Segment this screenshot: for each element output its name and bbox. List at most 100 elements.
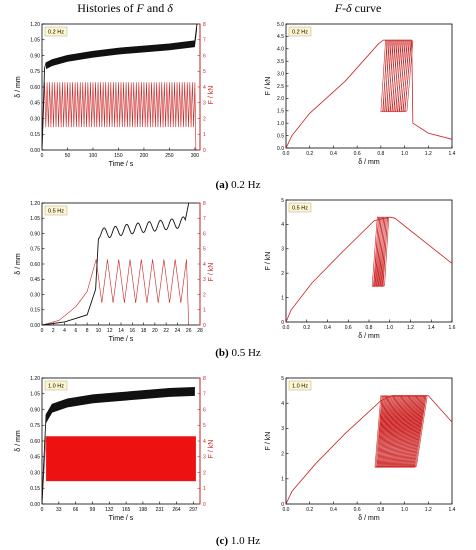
y-tick-label: 0.30 [30, 292, 40, 298]
x-tick-label: 0.0 [283, 507, 290, 513]
frequency-tag-box [288, 380, 312, 391]
x-tick-label: 1.2 [425, 507, 432, 513]
plot-frame [41, 202, 201, 326]
force-displacement-envelope [285, 39, 453, 149]
x-tick-label: 28 [197, 328, 203, 334]
displacement-series [41, 202, 190, 326]
x-tick-label: 198 [139, 507, 148, 513]
y-tick-label: 0.0 [277, 146, 284, 152]
x-tick-label: 99 [90, 507, 96, 513]
x-tick-label: 1.4 [449, 151, 456, 157]
caption-b: (b) 0.5 Hz [215, 347, 261, 359]
y-tick-label: 5 [281, 376, 284, 382]
y-tick-label: 0.15 [30, 132, 40, 138]
x-tick-label: 0.2 [306, 507, 313, 513]
y-right-tick-label: 7 [203, 38, 206, 44]
x-axis-label: δ / mm [358, 333, 380, 340]
x-tick-label: 231 [156, 507, 165, 513]
y-tick-label: 0.90 [30, 231, 40, 237]
y-right-tick-label: 1 [203, 132, 206, 138]
hysteresis-loop [393, 39, 402, 113]
y-tick-label: 4 [281, 401, 284, 407]
y-right-tick-label: 2 [203, 292, 206, 298]
x-tick-label: 0.4 [330, 151, 337, 157]
y-tick-label: 4.5 [277, 34, 284, 40]
x-tick-label: 50 [65, 153, 71, 159]
frequency-tag: 1.0 Hz [44, 380, 68, 391]
x-tick-label: 132 [105, 507, 114, 513]
y-right-axis-label: F / kN [208, 86, 215, 105]
x-tick-label: 0 [41, 507, 44, 513]
right-column-header: F-δ curve [334, 1, 382, 15]
frequency-tag-label: 0.5 Hz [48, 209, 64, 215]
x-tick-label: 300 [191, 153, 200, 159]
x-tick-label: 0.2 [306, 151, 313, 157]
y-tick-label: 1.05 [30, 392, 40, 398]
x-axis-label: δ / mm [358, 159, 380, 166]
y-tick-label: 1 [281, 477, 284, 483]
force-displacement-envelope [285, 395, 453, 505]
y-tick-label: 0.5 [277, 133, 284, 139]
y-right-tick-label: 2 [203, 116, 206, 122]
displacement-band [46, 24, 197, 70]
x-tick-label: 8 [86, 328, 89, 334]
y-tick-label: 4.0 [277, 47, 284, 53]
y-right-tick-label: 1 [203, 308, 206, 314]
x-tick-label: 1.4 [449, 507, 456, 513]
hysteresis-loop [400, 39, 410, 113]
y-right-tick-label: 5 [203, 423, 206, 429]
hysteresis-loop [387, 39, 396, 113]
y-tick-label: 4 [281, 222, 284, 228]
panel-fd-1.0Hz: 0.0 0.2 0.4 0.6 0.8 1.0 1.2 1.4 0 1 2 3 4 5 F / kN δ / … [265, 376, 456, 522]
caption-c: (c) 1.0 Hz [215, 535, 261, 547]
y-right-tick-label: 3 [203, 455, 206, 461]
displacement-band [46, 387, 195, 424]
x-axis-label: Time / s [109, 161, 134, 168]
x-tick-label: 0.8 [377, 151, 384, 157]
y-tick-label: 5 [281, 198, 284, 204]
y-axis-label: F / kN [265, 77, 272, 96]
x-tick-label: 0.0 [283, 151, 290, 157]
x-tick-label: 297 [189, 507, 198, 513]
frequency-tag-box [288, 26, 312, 37]
y-right-axis-label: F / kN [208, 440, 215, 459]
panel-fd-0.5Hz: 0.0 0.2 0.4 0.6 0.8 1.0 1.2 1.4 1.6 0 1 2 3 4 5 F / kN δ… [265, 198, 456, 340]
x-tick-label: 0.6 [345, 325, 352, 331]
y-tick-label: 0 [281, 320, 284, 326]
x-axis-label: δ / mm [358, 515, 380, 522]
x-tick-label: 0.8 [366, 325, 373, 331]
x-tick-label: 1.6 [449, 325, 456, 331]
y-tick-label: 2.0 [277, 96, 284, 102]
x-tick-label: 1.4 [428, 325, 435, 331]
y-tick-label: 0.90 [30, 407, 40, 413]
y-tick-label: 1.05 [30, 216, 40, 222]
x-tick-label: 150 [114, 153, 123, 159]
x-tick-label: 10 [96, 328, 102, 334]
hysteresis-loop [384, 39, 392, 113]
frequency-tag: 0.5 Hz [44, 205, 68, 216]
frequency-tag-label: 1.0 Hz [292, 384, 308, 390]
y-right-tick-label: 4 [203, 262, 206, 268]
x-tick-label: 4 [63, 328, 66, 334]
frequency-tag-label: 0.5 Hz [292, 206, 308, 212]
x-axis-label: Time / s [109, 336, 134, 343]
y-tick-label: 0 [281, 502, 284, 508]
y-right-tick-label: 7 [203, 216, 206, 222]
frequency-tag: 1.0 Hz [288, 380, 312, 391]
y-right-tick-label: 0 [203, 148, 206, 154]
y-tick-label: 0.75 [30, 247, 40, 253]
force-series [41, 82, 197, 151]
frequency-tag-box [44, 26, 68, 37]
frequency-tag-label: 0.2 Hz [292, 30, 308, 36]
y-tick-label: 0.75 [30, 423, 40, 429]
x-tick-label: 26 [186, 328, 192, 334]
y-tick-label: 0.45 [30, 101, 40, 107]
y-tick-label: 0.00 [30, 148, 40, 154]
hysteresis-loop [395, 39, 404, 113]
y-right-tick-label: 6 [203, 231, 206, 237]
y-tick-label: 0.60 [30, 439, 40, 445]
y-right-tick-label: 7 [203, 392, 206, 398]
force-series [41, 259, 190, 326]
y-tick-label: 0.30 [30, 470, 40, 476]
